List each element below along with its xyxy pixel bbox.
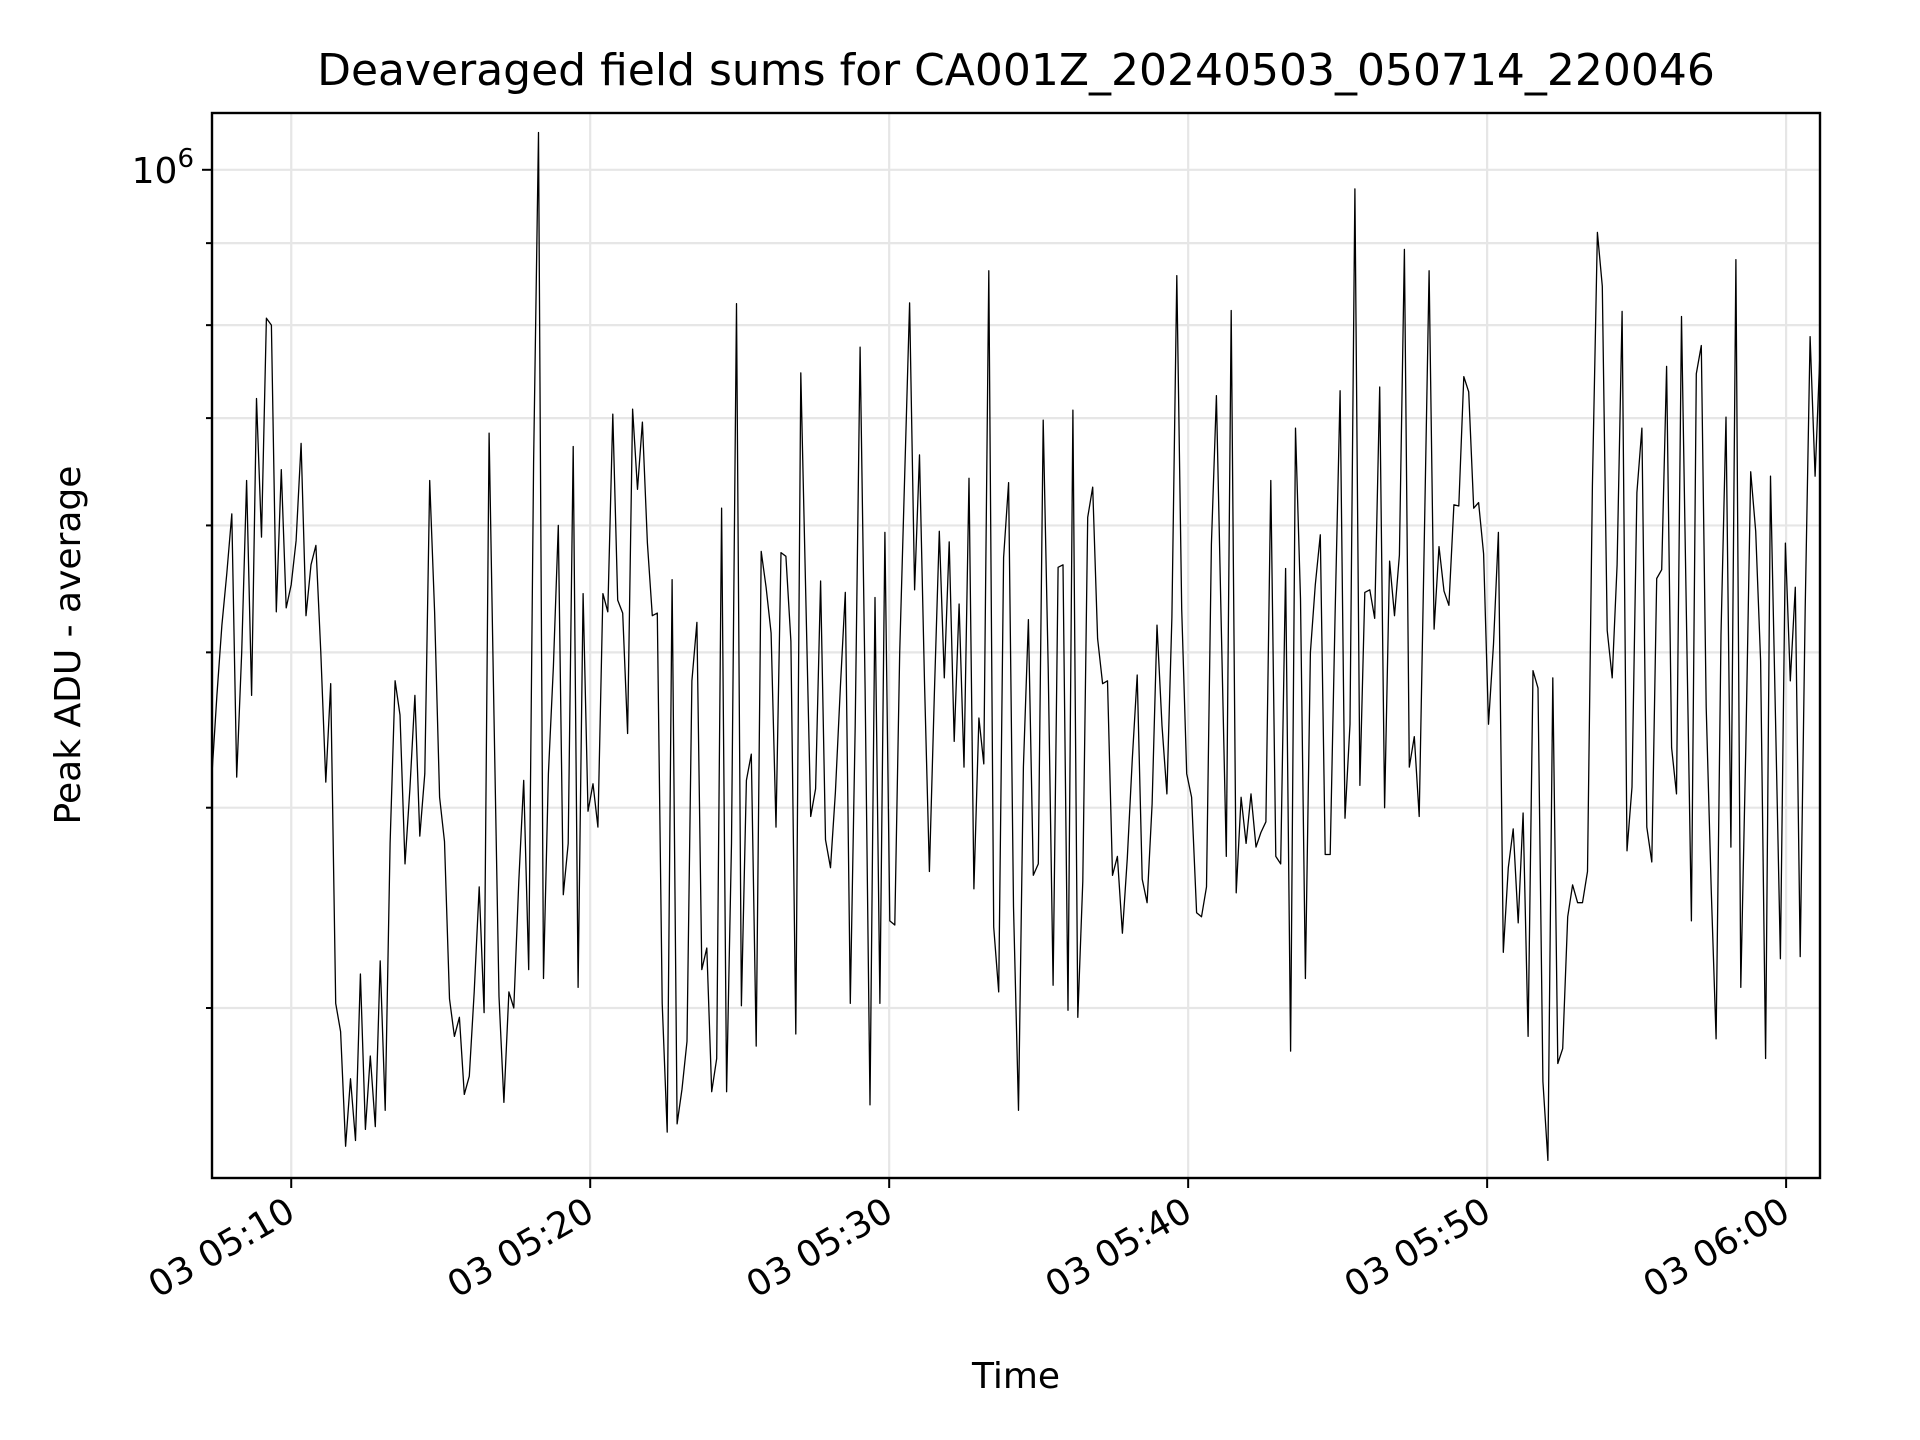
y-axis-label: Peak ADU - average [48,466,89,825]
series-line [211,131,1821,1162]
chart-title: Deaveraged field sums for CA001Z_2024050… [317,45,1715,96]
y-tick-label: 106 [132,144,194,192]
grid [212,113,1820,1178]
x-axis-label: Time [971,1356,1060,1397]
plot-frame [210,111,1822,1180]
